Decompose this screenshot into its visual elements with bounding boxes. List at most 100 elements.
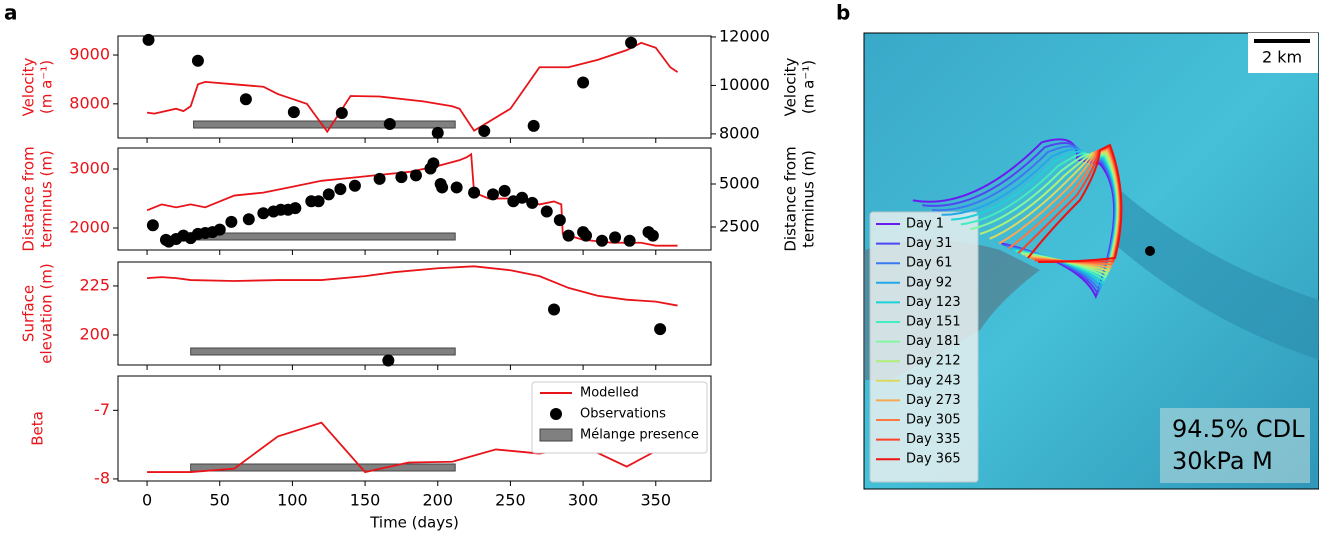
x-tick-label: 300 — [568, 491, 599, 510]
x-axis-label: Time (days) — [369, 514, 459, 532]
y-tick-label: 9000 — [69, 45, 110, 64]
terminus-line — [989, 150, 1120, 273]
observation — [431, 126, 444, 139]
panel-label: a — [4, 1, 18, 25]
terminus-line — [1017, 145, 1122, 263]
panel-label: b — [836, 1, 850, 25]
terminus-line — [1027, 143, 1123, 263]
y-axis-label: Distance from — [20, 146, 38, 251]
observation — [486, 188, 499, 201]
melange-bar — [190, 463, 456, 472]
terminus-line — [951, 150, 1118, 286]
observation — [257, 207, 270, 220]
observation — [595, 234, 608, 247]
legend-label: Day 243 — [906, 373, 961, 388]
legend-swatch — [539, 428, 573, 442]
observation — [427, 157, 440, 170]
legend-label: Mélange presence — [580, 428, 699, 443]
y-axis-label: Velocity — [20, 57, 38, 116]
legend-label: Day 61 — [906, 256, 952, 271]
y2-tick-label: 12000 — [719, 26, 770, 45]
terminus-line — [922, 142, 1116, 296]
terminus-line — [941, 148, 1117, 289]
observation — [450, 181, 463, 194]
legend-label: Day 305 — [906, 413, 961, 428]
observation — [225, 215, 238, 228]
y-axis-label: terminus (m) — [38, 150, 56, 248]
observation — [373, 172, 386, 185]
legend-label: Day 335 — [906, 432, 961, 447]
terminus-line — [970, 153, 1119, 279]
x-tick-label: 250 — [495, 491, 526, 510]
observation — [191, 54, 204, 67]
legend-label: Modelled — [580, 386, 639, 401]
observation — [478, 124, 491, 137]
y-tick-label: -8 — [94, 468, 110, 487]
terminus-line — [998, 148, 1121, 269]
y2-tick-label: 10000 — [719, 75, 770, 94]
observation — [625, 36, 638, 49]
observation — [623, 234, 636, 247]
x-tick-label: 100 — [277, 491, 308, 510]
y-axis-label: elevation (m) — [38, 263, 56, 364]
legend-label: Day 92 — [906, 275, 952, 290]
melange-bar — [193, 232, 456, 241]
observation — [516, 191, 529, 204]
terminus-line — [931, 145, 1117, 293]
observation — [348, 179, 361, 192]
observation — [468, 186, 481, 199]
terminus-line — [960, 152, 1119, 283]
x-tick-label: 150 — [350, 491, 381, 510]
model-line — [147, 265, 678, 307]
melange-bar — [190, 347, 456, 356]
y-tick-label: 8000 — [69, 93, 110, 112]
y2-tick-label: 2500 — [719, 217, 760, 236]
y-tick-label: 3000 — [69, 159, 110, 178]
axes-frame — [117, 261, 712, 366]
model-line — [146, 41, 679, 134]
observation — [577, 76, 590, 89]
y-tick-label: 2000 — [69, 217, 110, 236]
observation — [498, 184, 511, 197]
legend-label: Day 123 — [906, 295, 961, 310]
observation — [142, 33, 155, 46]
observation — [609, 231, 622, 244]
y2-tick-label: 8000 — [719, 123, 760, 142]
axes-frame — [117, 375, 712, 482]
map-image — [863, 32, 1319, 490]
x-tick-label: 200 — [422, 491, 453, 510]
annotation: 94.5% CDL — [1172, 415, 1305, 443]
x-tick-label: 0 — [142, 491, 152, 510]
y2-tick-label: 5000 — [719, 174, 760, 193]
observation — [383, 117, 396, 130]
legend-box — [531, 381, 708, 454]
observation — [242, 213, 255, 226]
observation — [322, 188, 335, 201]
terminus-line — [979, 151, 1120, 276]
observation — [409, 169, 422, 182]
y-tick-label: 200 — [79, 324, 110, 343]
y-axis-label: Beta — [29, 411, 47, 446]
legend-label: Day 1 — [906, 217, 944, 232]
y2-axis-label: Velocity — [782, 57, 800, 116]
legend-swatch — [550, 408, 562, 420]
x-tick-label: 350 — [640, 491, 671, 510]
observation — [654, 323, 667, 336]
y2-axis-label: terminus (m) — [800, 150, 818, 248]
terminus-line — [912, 138, 1116, 300]
legend-label: Day 273 — [906, 393, 961, 408]
observation — [553, 214, 566, 227]
observation — [382, 354, 395, 367]
axes-frame — [117, 147, 712, 251]
observation — [562, 229, 575, 242]
model-line — [146, 152, 678, 247]
x-tick-label: 50 — [210, 491, 230, 510]
observation — [334, 183, 347, 196]
y-axis-label: (m a⁻¹) — [38, 60, 56, 114]
legend-label: Observations — [580, 407, 666, 422]
observation — [526, 196, 539, 209]
observation — [540, 205, 553, 218]
observation — [646, 229, 659, 242]
legend-label: Day 365 — [906, 452, 961, 467]
